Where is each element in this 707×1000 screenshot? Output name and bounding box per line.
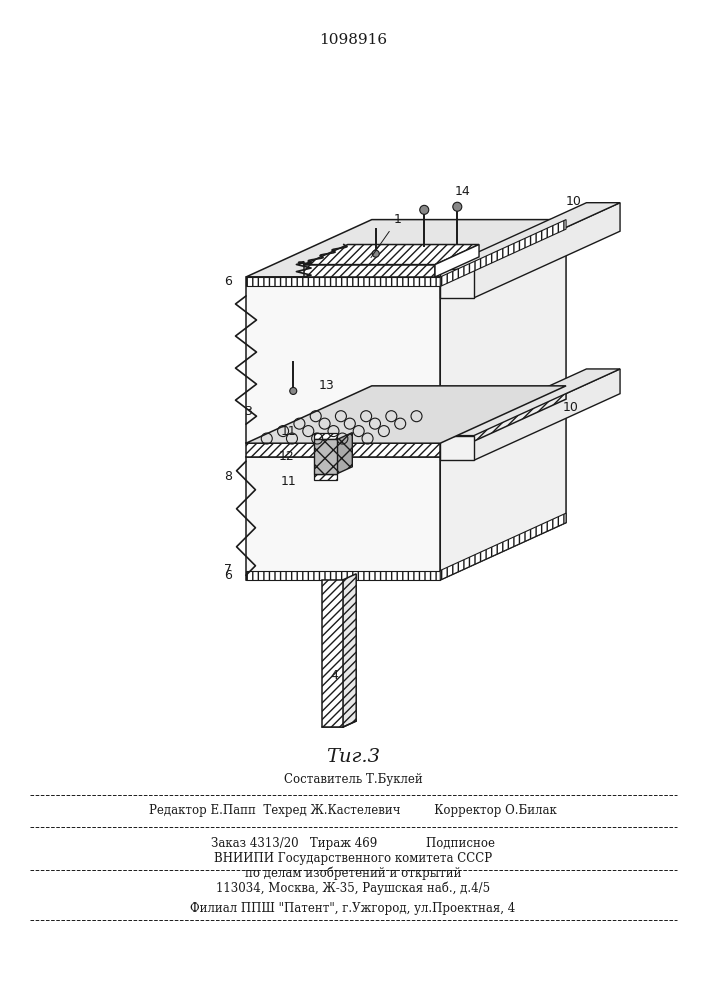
- Text: Составитель Т.Буклей: Составитель Т.Буклей: [284, 773, 422, 786]
- Polygon shape: [314, 439, 337, 474]
- Circle shape: [452, 202, 462, 211]
- Text: 113034, Москва, Ж-35, Раушская наб., д.4/5: 113034, Москва, Ж-35, Раушская наб., д.4…: [216, 882, 490, 895]
- Text: 7: 7: [224, 563, 232, 576]
- Text: 12: 12: [279, 450, 295, 463]
- Text: 10: 10: [563, 401, 579, 414]
- Polygon shape: [246, 456, 440, 580]
- Polygon shape: [435, 245, 479, 277]
- Text: 6: 6: [224, 275, 232, 288]
- Polygon shape: [314, 474, 337, 480]
- Polygon shape: [246, 399, 566, 456]
- Polygon shape: [440, 220, 566, 443]
- Circle shape: [420, 205, 428, 214]
- Polygon shape: [474, 203, 620, 298]
- Polygon shape: [440, 203, 620, 269]
- Polygon shape: [246, 570, 440, 580]
- Polygon shape: [304, 265, 435, 277]
- Polygon shape: [440, 220, 566, 286]
- Polygon shape: [440, 436, 474, 460]
- Text: 3: 3: [244, 405, 252, 418]
- Polygon shape: [246, 386, 566, 443]
- Text: Τиг.3: Τиг.3: [326, 748, 380, 766]
- Text: 4: 4: [330, 669, 338, 682]
- Text: 8: 8: [224, 470, 232, 483]
- Text: 13: 13: [319, 379, 334, 392]
- Text: Заказ 4313/20   Тираж 469             Подписное: Заказ 4313/20 Тираж 469 Подписное: [211, 837, 495, 850]
- Polygon shape: [304, 245, 479, 265]
- Polygon shape: [246, 277, 440, 443]
- Polygon shape: [246, 443, 440, 456]
- Polygon shape: [440, 269, 474, 298]
- Text: Редактор Е.Папп  Техред Ж.Кастелевич         Корректор О.Билак: Редактор Е.Папп Техред Ж.Кастелевич Корр…: [149, 804, 557, 817]
- Text: 11: 11: [281, 475, 297, 488]
- Polygon shape: [246, 220, 566, 277]
- Text: 10: 10: [566, 195, 582, 208]
- Polygon shape: [440, 386, 566, 456]
- Text: 6: 6: [224, 569, 232, 582]
- Polygon shape: [440, 399, 566, 580]
- Polygon shape: [440, 513, 566, 580]
- Polygon shape: [337, 433, 352, 474]
- Text: ВНИИПИ Государственного комитета СССР: ВНИИПИ Государственного комитета СССР: [214, 852, 492, 865]
- Text: 1: 1: [371, 213, 402, 258]
- Polygon shape: [440, 369, 620, 436]
- Polygon shape: [314, 433, 337, 439]
- Circle shape: [290, 387, 297, 394]
- Text: 14: 14: [455, 185, 470, 198]
- Text: Филиал ППШ "Патент", г.Ужгород, ул.Проектная, 4: Филиал ППШ "Патент", г.Ужгород, ул.Проек…: [190, 902, 515, 915]
- Text: 11: 11: [281, 425, 297, 438]
- Circle shape: [373, 250, 379, 257]
- Polygon shape: [474, 369, 620, 460]
- Polygon shape: [343, 574, 356, 727]
- Polygon shape: [322, 580, 343, 727]
- Text: 1098916: 1098916: [319, 33, 387, 47]
- Text: по делам изобретений и открытий: по делам изобретений и открытий: [245, 866, 461, 880]
- Polygon shape: [246, 277, 440, 286]
